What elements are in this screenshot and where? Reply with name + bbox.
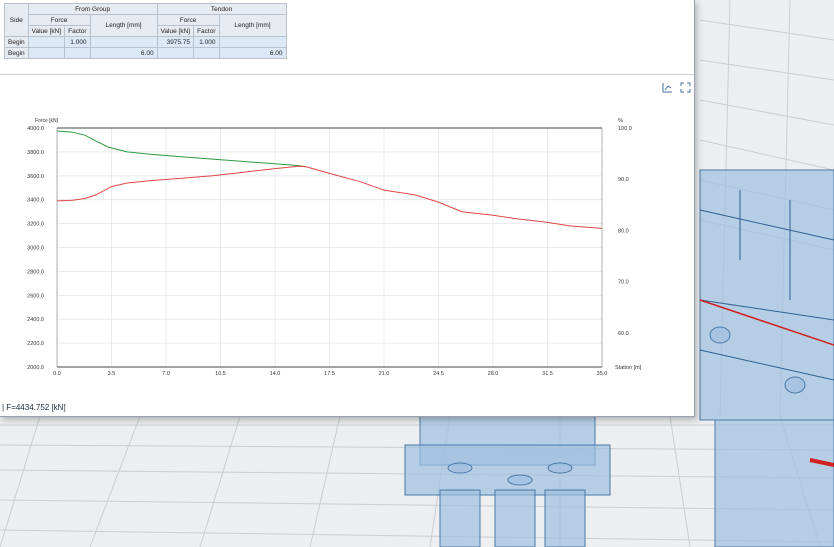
cell-group-length[interactable]	[89, 36, 158, 48]
y-tick-label-left: 2800.0	[27, 269, 44, 275]
force-table-area: Side From Group Tendon Force Length [mm]…	[0, 0, 694, 75]
cell-tendon-value[interactable]	[156, 47, 195, 59]
y-tick-label-right: 100.0	[618, 126, 632, 132]
cell-tendon-factor[interactable]	[193, 47, 220, 59]
col-side: Side	[4, 3, 29, 37]
y-axis-label-left: Force [kN]	[35, 118, 59, 124]
x-tick-label: 17.5	[324, 371, 335, 377]
cell-group-length[interactable]: 6.00	[89, 47, 158, 59]
cell-side[interactable]: Begin	[4, 47, 29, 59]
x-tick-label: 3.5	[108, 371, 116, 377]
col-factor-from-group: Factor	[64, 25, 91, 37]
y-tick-label-left: 4000.0	[27, 126, 44, 132]
cell-tendon-value[interactable]: 3975.75	[156, 36, 195, 48]
y-tick-label-left: 3200.0	[27, 222, 44, 228]
x-tick-label: 10.5	[215, 371, 226, 377]
y-tick-label-left: 2600.0	[27, 293, 44, 299]
x-tick-label: 0.0	[53, 371, 61, 377]
col-value-from-group: Value [kN]	[27, 25, 66, 37]
col-length-from-group: Length [mm]	[89, 14, 158, 37]
y-tick-label-left: 2400.0	[27, 317, 44, 323]
cell-group-value[interactable]	[27, 47, 66, 59]
x-tick-label: 35.0	[597, 371, 608, 377]
col-group-tendon: Tendon	[156, 3, 287, 15]
y-tick-label-left: 3600.0	[27, 174, 44, 180]
cell-side[interactable]: Begin	[4, 36, 29, 48]
y-tick-label-right: 90.0	[618, 177, 629, 183]
y-axis-label-right: %	[618, 118, 623, 124]
x-axis-label: Station [m]	[615, 365, 642, 371]
col-group-from-group: From Group	[27, 3, 158, 15]
y-tick-label-left: 3800.0	[27, 150, 44, 156]
table-row[interactable]: Begin 1.000 3975.75 1.000	[4, 36, 287, 48]
x-tick-label: 14.0	[270, 371, 281, 377]
col-length-tendon: Length [mm]	[218, 14, 287, 37]
cell-group-factor[interactable]	[64, 47, 91, 59]
series-line-red[interactable]	[56, 165, 603, 229]
x-tick-label: 24.5	[433, 371, 444, 377]
force-chart[interactable]: 0.0 3.5 7.0 10.5 14.0 17.5 21.0 24.5 28.0 31.5 35.…	[0, 76, 694, 406]
cell-tendon-length[interactable]: 6.00	[218, 47, 287, 59]
col-factor-tendon: Factor	[193, 25, 220, 37]
col-force-tendon: Force	[156, 14, 220, 26]
col-value-tendon: Value [kN]	[156, 25, 195, 37]
y-tick-label-right: 60.0	[618, 331, 629, 337]
x-tick-label: 7.0	[162, 371, 170, 377]
force-table[interactable]: Side From Group Tendon Force Length [mm]…	[4, 3, 287, 59]
x-tick-label: 28.0	[488, 371, 499, 377]
y-tick-label-left: 3000.0	[27, 246, 44, 252]
y-tick-label-left: 2200.0	[27, 341, 44, 347]
cell-group-value[interactable]	[27, 36, 66, 48]
y-tick-label-right: 80.0	[618, 228, 629, 234]
cell-tendon-factor[interactable]: 1.000	[193, 36, 220, 48]
cell-group-factor[interactable]: 1.000	[64, 36, 91, 48]
y-tick-label-right: 70.0	[618, 280, 629, 286]
status-force-readout: | F=4434.752 [kN]	[2, 403, 66, 412]
x-tick-label: 21.0	[379, 371, 390, 377]
chart-settings-icon[interactable]	[662, 82, 673, 96]
y-tick-label-left: 3400.0	[27, 198, 44, 204]
series-line-green[interactable]	[56, 130, 307, 168]
col-force-from-group: Force	[27, 14, 91, 26]
fullscreen-icon[interactable]	[680, 82, 691, 96]
y-tick-label-left: 2000.0	[27, 365, 44, 371]
tendon-force-panel: Side From Group Tendon Force Length [mm]…	[0, 0, 695, 417]
x-tick-label: 31.5	[542, 371, 553, 377]
table-row[interactable]: Begin 6.00 6.00	[4, 47, 287, 59]
cell-tendon-length[interactable]	[218, 36, 287, 48]
